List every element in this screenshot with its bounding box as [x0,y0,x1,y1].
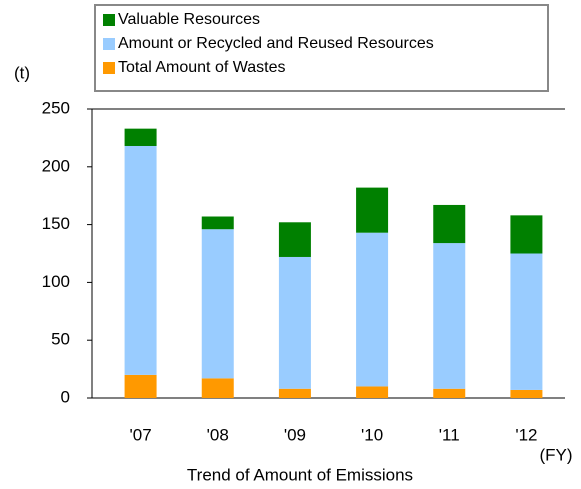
y-tick-label: 250 [42,98,70,117]
legend-swatch [103,38,115,50]
legend-label: Amount or Recycled and Reused Resources [118,35,434,52]
x-tick-label: '09 [284,425,306,444]
bar-segment [510,253,543,390]
chart-title: Trend of Amount of Emissions [187,465,413,484]
y-axis-label: (t) [14,63,30,82]
y-tick-label: 0 [61,387,70,406]
legend-box [94,4,549,92]
bar-segment [433,388,466,398]
bar-segment [356,386,389,398]
bar-segment [433,243,466,389]
bar-segment [124,374,157,398]
x-tick-label: '10 [361,425,383,444]
bar-segment [278,388,311,398]
y-tick-label: 150 [42,214,70,233]
y-tick-label: 200 [42,156,70,175]
bar-segment [124,128,157,146]
bar-segment [201,229,234,379]
bar-segment [356,187,389,233]
legend-label: Valuable Resources [118,11,260,28]
bar-segment [510,215,543,254]
y-tick-label: 50 [51,330,70,349]
x-axis-label: (FY) [539,445,572,464]
bar-segment [278,222,311,257]
x-tick-label: '07 [130,425,152,444]
bar-segment [201,216,234,230]
legend-swatch [103,62,115,74]
legend-swatch [103,14,115,26]
x-tick-label: '12 [515,425,537,444]
y-tick-label: 100 [42,272,70,291]
bar-segment [201,378,234,398]
x-tick-label: '08 [207,425,229,444]
legend-label: Total Amount of Wastes [118,59,285,76]
bar-segment [278,256,311,389]
bar-segment [433,204,466,244]
bar-segment [510,389,543,398]
x-tick-label: '11 [439,425,460,444]
bar-segment [356,232,389,387]
bar-segment [124,145,157,375]
